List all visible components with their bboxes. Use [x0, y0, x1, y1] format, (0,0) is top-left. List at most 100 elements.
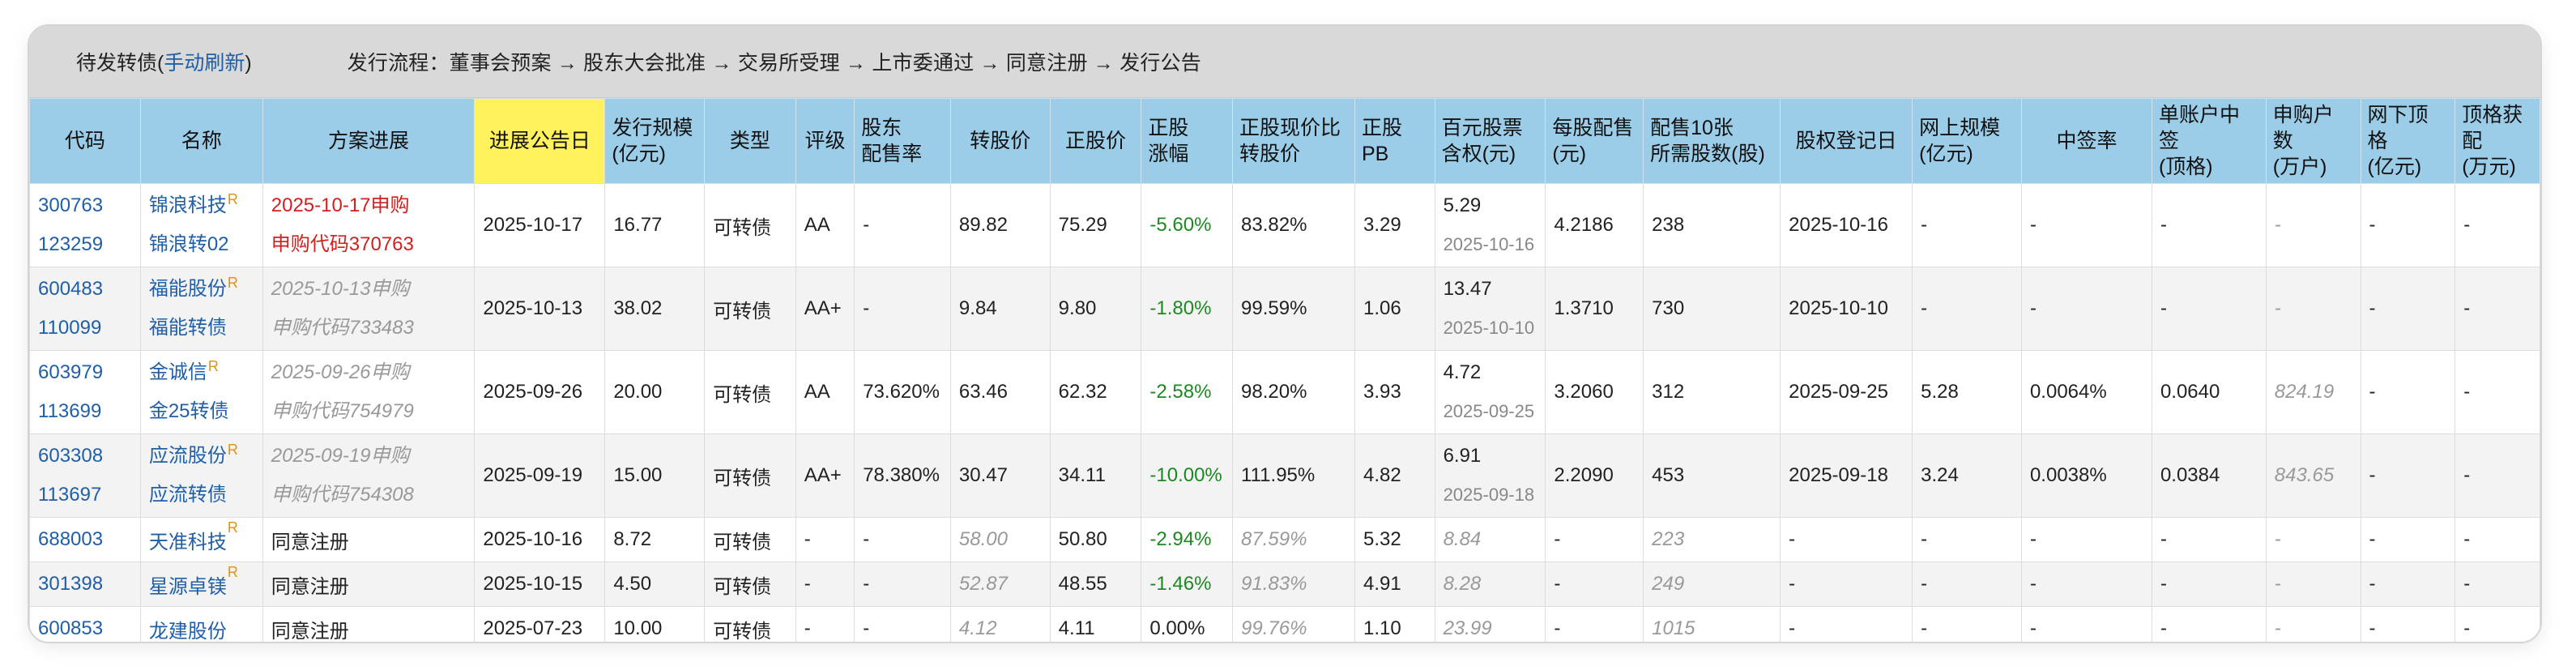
win-rate-cell: -	[2020, 183, 2152, 267]
win-rate-cell: -	[2020, 606, 2152, 642]
column-header[interactable]: 顶格获配 (万元)	[2454, 98, 2540, 184]
bond-name-link[interactable]: 锦浪转02	[148, 233, 229, 255]
progress-date-text: 2025-09-19申购	[271, 445, 410, 467]
stock-change-cell: -10.00%	[1141, 433, 1234, 518]
column-header[interactable]: 网上规模 (亿元)	[1912, 98, 2022, 184]
online-size-cell: 5.28	[1912, 350, 2022, 434]
column-header[interactable]: 正股现价比 转股价	[1232, 98, 1355, 184]
column-header[interactable]: 每股配售 (元)	[1545, 98, 1644, 184]
online-size-cell: 3.24	[1912, 433, 2022, 518]
table-row: 301398 星源卓镁R 同意注册 2025-10-15 4.50 可转债 - -52.87 4…	[29, 561, 2540, 607]
stock-change-cell: 0.00%	[1141, 606, 1234, 642]
column-header[interactable]: 名称	[139, 98, 263, 184]
column-header[interactable]: 中签率	[2020, 98, 2152, 184]
stock-name-link[interactable]: 星源卓镁R	[148, 564, 254, 599]
column-header[interactable]: 正股价	[1049, 98, 1142, 184]
column-header[interactable]: 发行规模 (亿元)	[604, 98, 706, 184]
column-header[interactable]: 代码	[29, 98, 141, 184]
refresh-link[interactable]: 手动刷新	[164, 52, 245, 75]
issue-size-cell: 8.72	[604, 517, 706, 562]
record-date-cell: 2025-09-18	[1780, 433, 1913, 518]
rights-cell: 23.99	[1434, 606, 1546, 642]
offline-max-cell: -	[2360, 267, 2456, 351]
pb-cell: 3.29	[1354, 183, 1435, 267]
column-header[interactable]: 正股PB	[1354, 98, 1435, 184]
rights-cell: 4.72 2025-09-25	[1434, 350, 1546, 434]
record-date-cell: 2025-09-25	[1780, 350, 1913, 434]
conversion-price-cell: 89.82	[949, 183, 1051, 267]
name-cell: 福能股份R 福能转债	[139, 267, 263, 351]
stock-price-cell: 75.29	[1049, 183, 1142, 267]
conversion-price-cell: 9.84	[949, 267, 1051, 351]
column-header[interactable]: 网下顶格 (亿元)	[2360, 98, 2456, 184]
column-header[interactable]: 配售10张 所需股数(股)	[1643, 98, 1781, 184]
stock-name-text[interactable]: 天准科技	[148, 531, 227, 553]
bond-name-link[interactable]: 福能转债	[148, 317, 227, 339]
table-header-row: 代码 名称 方案进展 进展公告日 发行规模 (亿元) 类型 评级 股东 配售率 转股价 正股价 正股 涨幅…	[29, 98, 2540, 184]
subscribe-code-text: 申购代码370763	[271, 233, 414, 255]
conversion-price-cell: 4.12	[949, 606, 1051, 642]
applicants-cell: 824.19	[2265, 350, 2361, 434]
rating-cell: -	[795, 517, 855, 562]
stock-name-text[interactable]: 龙建股份	[148, 620, 227, 643]
column-header[interactable]: 股东 配售率	[854, 98, 951, 184]
name-cell: 龙建股份	[139, 606, 263, 643]
column-header[interactable]: 评级	[795, 98, 855, 184]
win-rate-cell: -	[2020, 267, 2152, 351]
bond-code-link[interactable]: 113697	[38, 484, 102, 506]
rights-value-text: 13.47	[1443, 278, 1492, 300]
stock-name-text[interactable]: 锦浪科技	[148, 194, 227, 216]
stock-name-link[interactable]: 福能股份R	[149, 275, 254, 303]
rights-date-text: 2025-09-25	[1443, 401, 1535, 421]
stock-name-text[interactable]: 星源卓镁	[148, 575, 227, 598]
table-row: 688003 天准科技R 同意注册 2025-10-16 8.72 可转债 - -58.00 5…	[29, 517, 2540, 562]
column-header[interactable]: 转股价	[949, 98, 1051, 184]
bond-code-link[interactable]: 123259	[38, 233, 104, 255]
bond-name-link[interactable]: 金25转债	[148, 400, 229, 422]
column-header[interactable]: 百元股票 含权(元)	[1434, 98, 1546, 184]
column-header[interactable]: 方案进展	[262, 98, 476, 184]
bond-code-link[interactable]: 110099	[38, 317, 102, 339]
stock-price-cell: 34.11	[1049, 433, 1142, 518]
stock-code-link[interactable]: 603308	[38, 445, 104, 467]
per-share-placement-cell: 4.2186	[1545, 183, 1644, 267]
column-header[interactable]: 正股 涨幅	[1141, 98, 1234, 184]
stock-change-cell: -1.46%	[1141, 561, 1234, 607]
stock-name-text[interactable]: 金诚信	[148, 361, 207, 383]
stock-code-link[interactable]: 603979	[38, 361, 104, 383]
rating-cell: AA+	[795, 267, 855, 351]
stock-name-link[interactable]: 天准科技R	[148, 519, 254, 554]
stock-code-link[interactable]: 600853	[38, 617, 104, 639]
column-header[interactable]: 进展公告日	[474, 98, 606, 184]
column-header[interactable]: 股权登记日	[1780, 98, 1913, 184]
shares-needed-cell: 1015	[1643, 606, 1781, 642]
column-header[interactable]: 类型	[704, 98, 796, 184]
column-header[interactable]: 申购户数 (万户)	[2265, 98, 2361, 184]
shares-needed-cell: 249	[1643, 561, 1781, 607]
stock-name-text[interactable]: 应流股份	[148, 445, 227, 467]
issue-size-cell: 20.00	[604, 350, 706, 434]
stock-code-link[interactable]: 600483	[38, 278, 104, 300]
stock-change-cell: -2.94%	[1141, 517, 1234, 562]
column-header[interactable]: 单账户中签 (顶格)	[2151, 98, 2267, 184]
stock-name-link[interactable]: 金诚信R	[148, 358, 254, 386]
stock-code-link[interactable]: 300763	[38, 194, 104, 216]
rights-date-text: 2025-09-18	[1443, 485, 1535, 505]
issue-flow-text: 发行流程：董事会预案 → 股东大会批准 → 交易所受理 → 上市委通过 → 同意…	[347, 52, 1201, 75]
bond-code-link[interactable]: 113699	[38, 400, 102, 422]
progress-cell: 2025-09-19申购 申购代码754308	[262, 433, 476, 518]
online-size-cell: -	[1912, 267, 2022, 351]
stock-name-link[interactable]: 应流股份R	[149, 442, 254, 470]
stock-name-text[interactable]: 福能股份	[148, 278, 227, 300]
bond-name-link[interactable]: 应流转债	[148, 484, 227, 506]
online-size-cell: -	[1912, 183, 2022, 267]
placement-rate-cell: 73.620%	[854, 350, 951, 434]
stock-name-link[interactable]: 锦浪科技R	[148, 191, 254, 220]
stock-name-link[interactable]: 龙建股份	[149, 615, 254, 643]
stock-code-link[interactable]: 688003	[38, 528, 104, 550]
stock-code-link[interactable]: 301398	[38, 573, 104, 595]
r-mark-icon: R	[207, 358, 219, 374]
code-cell: 300763 123259	[29, 183, 141, 267]
issue-size-cell: 15.00	[604, 433, 706, 518]
table-row: 300763 123259 锦浪科技R 锦浪转02 2025-10-17申购 申购代码37…	[29, 183, 2540, 267]
